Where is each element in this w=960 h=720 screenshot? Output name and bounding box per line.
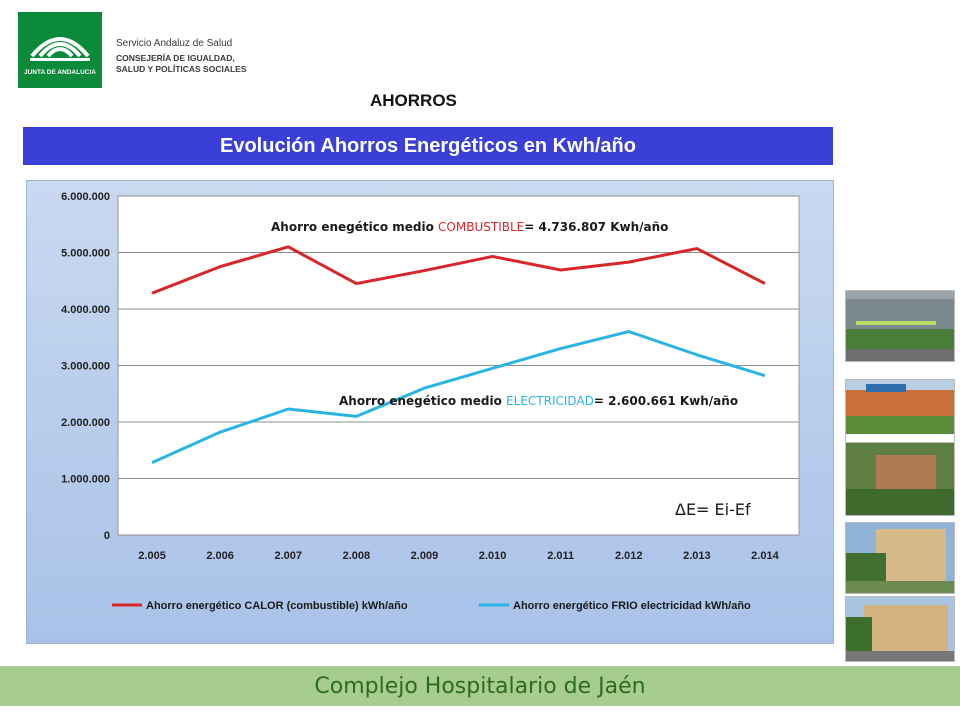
x-tick-label: 2.012 <box>615 550 643 562</box>
annotation-electricidad: Ahorro enegético medio ELECTRICIDAD= 2.6… <box>339 394 738 408</box>
x-tick-label: 2.010 <box>479 550 507 562</box>
logo-caption: JUNTA DE ANDALUCIA <box>24 69 96 76</box>
section-title: AHORROS <box>370 91 457 110</box>
org-line-2: CONSEJERÍA DE IGUALDAD, <box>116 53 235 63</box>
hospital-photo-1 <box>845 290 955 362</box>
y-tick-label: 5.000.000 <box>61 248 110 260</box>
x-tick-label: 2.011 <box>547 550 574 562</box>
org-line-3: SALUD Y POLÍTICAS SOCIALES <box>116 64 247 74</box>
annotation-combustible: Ahorro enegético medio COMBUSTIBLE= 4.73… <box>271 220 668 234</box>
y-tick-label: 6.000.000 <box>61 191 110 203</box>
series-line-1 <box>151 245 766 295</box>
legend-label-1: Ahorro energético CALOR (combustible) kW… <box>146 600 408 612</box>
chart-banner-title: Evolución Ahorros Energéticos en Kwh/año <box>23 127 833 165</box>
x-tick-label: 2.014 <box>751 550 779 562</box>
savings-line-chart: 0 1.000.000 2.000.000 3.000.000 4.000.000 5.0… <box>61 191 800 612</box>
series-line-2 <box>151 330 766 465</box>
x-tick-label: 2.005 <box>138 550 166 562</box>
footer-title: Complejo Hospitalario de Jaén <box>314 673 646 699</box>
x-tick-label: 2.009 <box>411 550 439 562</box>
y-tick-label: 1.000.000 <box>61 474 110 486</box>
y-tick-label: 4.000.000 <box>61 304 110 316</box>
organization-name: Servicio Andaluz de Salud CONSEJERÍA DE … <box>116 38 247 75</box>
chart-frame: 0 1.000.000 2.000.000 3.000.000 4.000.000 5.0… <box>26 180 834 644</box>
hospital-photo-5 <box>845 596 955 662</box>
y-tick-label: 2.000.000 <box>61 417 110 429</box>
junta-logo: JUNTA DE ANDALUCIA <box>18 12 102 88</box>
legend-label-2: Ahorro energético FRIO electricidad kWh/… <box>513 600 751 612</box>
logo-arches-icon: JUNTA DE ANDALUCIA <box>24 37 96 76</box>
formula-annotation: ΔE= Ei-Ef <box>675 500 751 519</box>
x-tick-label: 2.008 <box>343 550 371 562</box>
hospital-photo-4 <box>845 522 955 594</box>
x-tick-label: 2.007 <box>274 550 302 562</box>
x-tick-label: 2.006 <box>206 550 234 562</box>
org-line-1: Servicio Andaluz de Salud <box>116 38 233 49</box>
y-tick-label: 3.000.000 <box>61 361 110 373</box>
footer-bar: Complejo Hospitalario de Jaén <box>0 666 960 706</box>
hospital-photo-2 <box>845 379 955 451</box>
hospital-photo-3 <box>845 442 955 516</box>
x-tick-label: 2.013 <box>683 550 711 562</box>
y-tick-label: 0 <box>104 530 110 542</box>
